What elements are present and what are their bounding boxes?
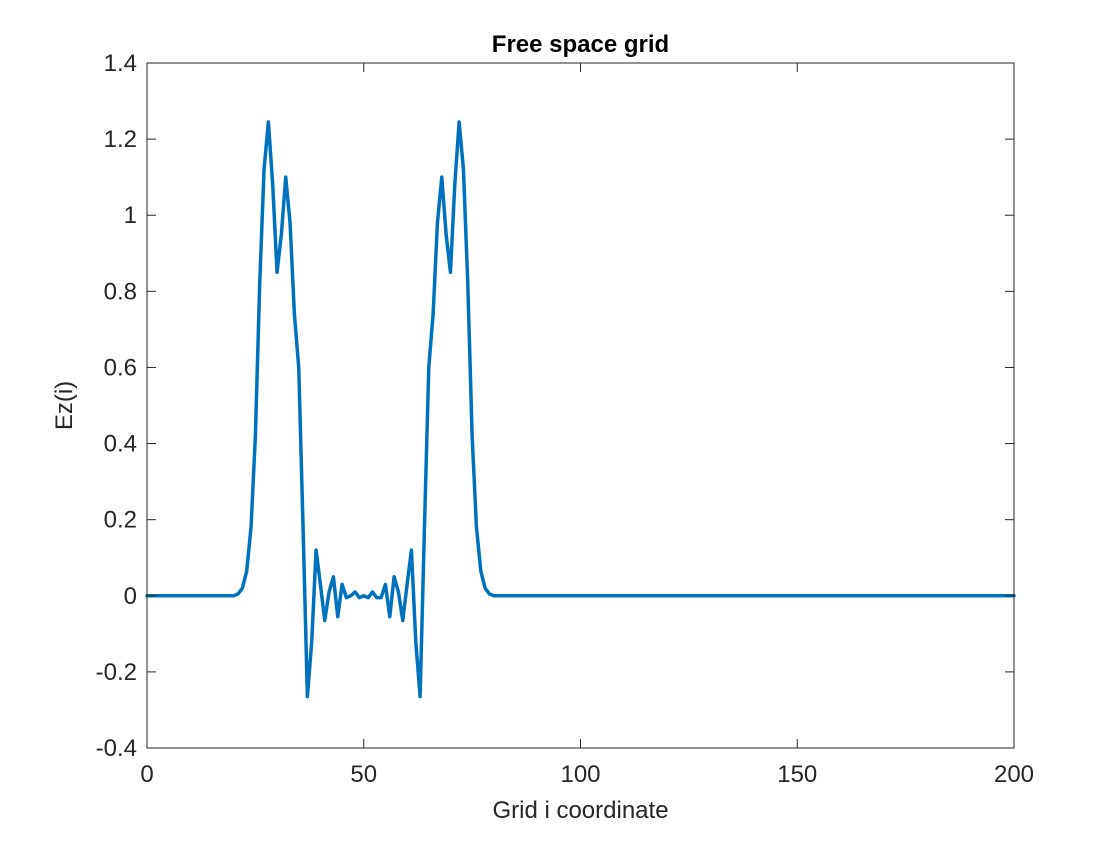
y-tick-label: 1.2 [104,126,137,153]
y-tick-label: 1.4 [104,50,137,77]
series-layer [145,120,1016,699]
x-tick-label: 150 [777,761,817,788]
y-tick-label: 0.2 [104,507,137,534]
y-tick-label: 1 [124,202,137,229]
y-axis-label: Ez(i) [51,381,78,430]
plot-area [147,63,1014,748]
y-tick-label: 0.8 [104,278,137,305]
chart-title: Free space grid [492,31,669,58]
y-tick-label: -0.2 [96,659,137,686]
y-tick-label: 0.6 [104,354,137,381]
y-tick-label: 0 [124,583,137,610]
x-tick-label: 200 [994,761,1034,788]
x-tick-label: 100 [560,761,600,788]
x-tick-label: 50 [350,761,377,788]
series-line-1 [145,120,1016,699]
x-axis-label: Grid i coordinate [492,797,668,824]
tick-layer: 0 50 100 150 200 -0.4 -0.2 0 0.2 0.4 0.6 0.8 1 1.2 1.4 [96,50,1034,788]
y-tick-label: -0.4 [96,735,137,762]
x-tick-label: 0 [140,761,153,788]
y-tick-label: 0.4 [104,431,137,458]
